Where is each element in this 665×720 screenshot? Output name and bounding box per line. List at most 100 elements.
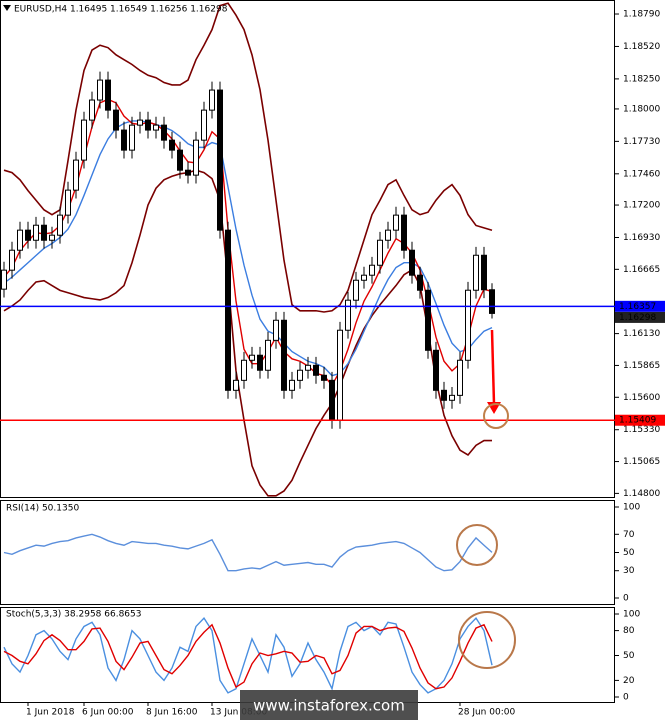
candle-body xyxy=(465,289,471,361)
candle-body xyxy=(345,299,351,331)
candle-body xyxy=(473,254,479,291)
x-tick-label: 6 Jun 00:00 xyxy=(82,708,134,718)
candle-body xyxy=(393,214,399,231)
indicator-line xyxy=(3,533,493,572)
candle-body xyxy=(201,109,207,141)
candle-body xyxy=(57,214,63,236)
y-tick-label: 1.17730 xyxy=(623,137,660,147)
y-tick-label: 1.17460 xyxy=(623,169,660,179)
annotations xyxy=(456,329,516,669)
y-tick-label: 1.15330 xyxy=(623,425,660,435)
candle-body xyxy=(449,394,455,401)
y-tick-label: 1.16130 xyxy=(623,329,660,339)
candle-body xyxy=(409,249,415,276)
watermark-box xyxy=(240,690,418,720)
candle-body xyxy=(337,329,343,421)
candle-body xyxy=(257,354,263,371)
indicator-line xyxy=(3,617,493,694)
candle-body xyxy=(153,124,159,131)
candle-body xyxy=(65,189,71,216)
candle-body xyxy=(209,89,215,111)
price-level-label: 1.15409 xyxy=(619,416,656,426)
y-tick-label: 1.18250 xyxy=(623,74,660,84)
y-tick-label: 1.17200 xyxy=(623,201,660,211)
candle-body xyxy=(33,224,39,241)
y-tick-label: 0 xyxy=(623,693,629,703)
candle-body xyxy=(321,374,327,381)
candle-body xyxy=(25,229,31,241)
candle-body xyxy=(353,279,359,301)
candle-body xyxy=(249,354,255,361)
candle-body xyxy=(169,139,175,151)
candle-body xyxy=(369,264,375,276)
candle-body xyxy=(329,379,335,421)
candle-body xyxy=(49,234,55,241)
candle-body xyxy=(489,289,495,314)
y-tick-label: 1.15065 xyxy=(623,457,660,467)
candle-body xyxy=(233,379,239,391)
forecast-arrow xyxy=(490,329,496,405)
candle-body xyxy=(313,364,319,376)
y-tick-label: 1.16930 xyxy=(623,233,660,243)
y-tick-label: 1.14800 xyxy=(623,489,660,499)
y-tick-label: 1.15600 xyxy=(623,393,660,403)
y-tick-label: 80 xyxy=(623,626,635,636)
panel-title: RSI(14) 50.1350 xyxy=(6,504,79,514)
y-tick-label: 1.18790 xyxy=(623,10,660,20)
rsi-panel-frame xyxy=(0,500,615,605)
y-tick-label: 1.16665 xyxy=(623,265,660,275)
candle-body xyxy=(121,129,127,151)
y-tick-label: 20 xyxy=(623,676,635,686)
indicator-line xyxy=(3,2,493,313)
candle-body xyxy=(161,124,167,141)
price-level-tag xyxy=(615,300,665,312)
candle-body xyxy=(81,119,87,161)
x-tick-label: 1 Jun 2018 xyxy=(26,708,75,718)
candle-body xyxy=(41,224,47,241)
title-icon xyxy=(3,5,11,11)
candle-body xyxy=(89,99,95,121)
candle-body xyxy=(145,119,151,131)
x-tick-label: 13 Jun 08:00 xyxy=(210,708,267,718)
candle-body xyxy=(129,124,135,151)
candle-body xyxy=(73,159,79,191)
main-panel-frame xyxy=(0,0,615,498)
candle-body xyxy=(441,389,447,401)
candle-body xyxy=(113,109,119,131)
candle-body xyxy=(305,364,311,371)
panel-title: Stoch(5,3,3) 38.2958 66.8653 xyxy=(6,610,141,620)
y-tick-label: 30 xyxy=(623,566,635,576)
candle-body xyxy=(433,349,439,391)
candle-body xyxy=(17,229,23,251)
candle-body xyxy=(281,319,287,391)
candle-body xyxy=(417,274,423,291)
indicator-line xyxy=(3,623,493,690)
candle-body xyxy=(457,359,463,396)
candle-body xyxy=(481,254,487,291)
candle-body xyxy=(185,169,191,176)
candle-body xyxy=(265,339,271,371)
candle-body xyxy=(361,274,367,281)
candle-body xyxy=(377,239,383,266)
candle-body xyxy=(137,119,143,126)
candle-body xyxy=(297,369,303,381)
candle-body xyxy=(273,319,279,341)
candle-body xyxy=(97,79,103,101)
candle-body xyxy=(1,269,7,290)
y-tick-label: 1.18520 xyxy=(623,42,660,52)
watermark: www.instaforex.com xyxy=(253,697,405,715)
candle-body xyxy=(289,379,295,391)
rsi-circle xyxy=(456,524,498,566)
candle-body xyxy=(241,359,247,381)
candle-body xyxy=(177,149,183,171)
y-tick-label: 70 xyxy=(623,530,635,540)
y-tick-label: 1.15865 xyxy=(623,361,660,371)
price-level-tag xyxy=(615,414,665,426)
current-price-label: 1.16298 xyxy=(619,313,656,323)
candle-body xyxy=(385,229,391,241)
x-tick-label: 28 Jun 00:00 xyxy=(458,708,515,718)
x-tick-label: 8 Jun 16:00 xyxy=(146,708,198,718)
